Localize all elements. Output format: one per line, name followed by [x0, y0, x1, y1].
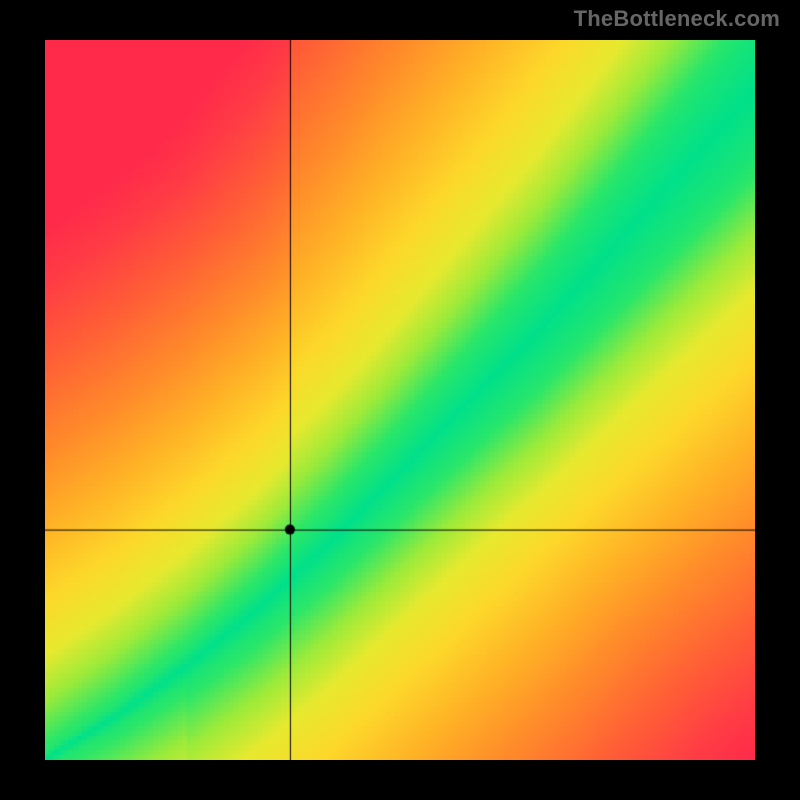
watermark-text: TheBottleneck.com: [574, 6, 780, 32]
chart-container: TheBottleneck.com: [0, 0, 800, 800]
heatmap-canvas: [45, 40, 755, 760]
plot-area: [45, 40, 755, 760]
